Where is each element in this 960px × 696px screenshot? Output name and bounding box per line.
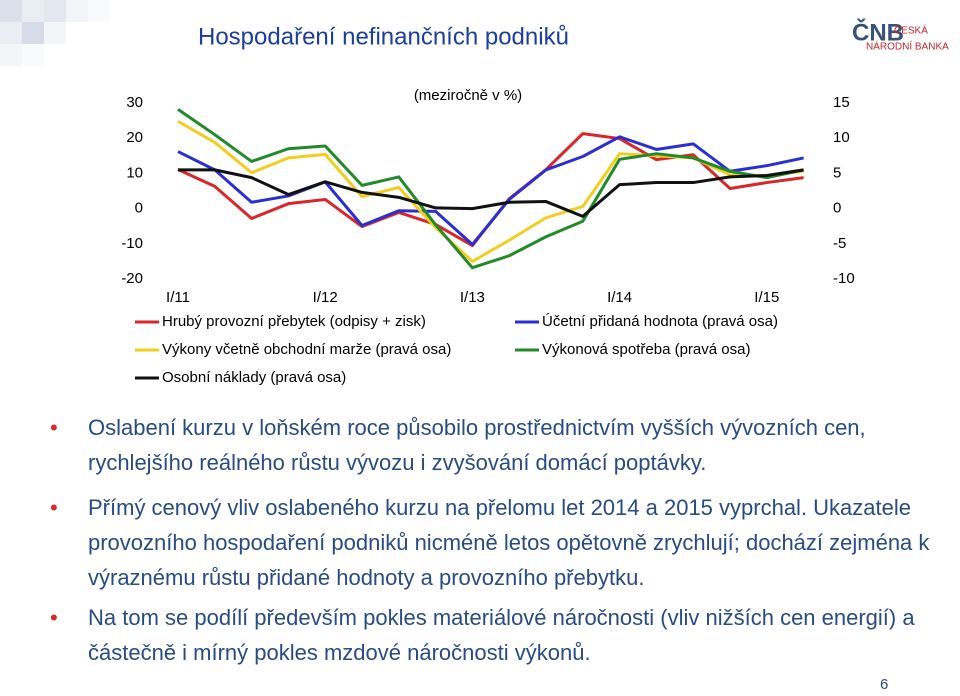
legend-label: Výkonová spotřeba (pravá osa) [542, 341, 750, 358]
bullet: Na tom se podílí především pokles materi… [50, 600, 938, 670]
series-line [177, 132, 804, 248]
slide-title: Hospodaření nefinančních podniků [198, 23, 569, 50]
legend-label: Hrubý provozní přebytek (odpisy + zisk) [162, 313, 426, 330]
chart-subtitle: (meziročně v %) [414, 87, 522, 104]
mosaic [0, 0, 110, 66]
y-tick-label: 10 [126, 164, 143, 181]
y2-tick-label: -5 [833, 235, 846, 252]
legend-label: Osobní náklady (pravá osa) [162, 369, 346, 386]
x-tick-label: I/11 [166, 289, 190, 306]
y-tick-label: 20 [126, 129, 143, 146]
logo-line: ČESKÁ [894, 24, 928, 37]
y-tick-label: -10 [121, 235, 143, 252]
series-line [178, 168, 804, 218]
page-number: 6 [880, 676, 889, 693]
y2-tick-label: -10 [833, 270, 855, 287]
x-tick-label: I/12 [313, 289, 338, 306]
series-line [177, 108, 804, 270]
bullet: Oslabení kurzu v loňském roce působilo p… [50, 410, 938, 480]
y2-tick-label: 5 [833, 164, 841, 181]
y-tick-label: 0 [135, 200, 143, 217]
x-tick-label: I/14 [607, 289, 632, 306]
series-line [177, 120, 804, 263]
legend-label: Účetní přidaná hodnota (pravá osa) [542, 313, 778, 330]
x-tick-label: I/13 [460, 289, 485, 306]
logo-line: NÁRODNÍ BANKA [866, 40, 949, 53]
legend-label: Výkony včetně obchodní marže (pravá osa) [162, 341, 451, 358]
series-line [177, 135, 804, 247]
y-tick-label: 30 [126, 94, 143, 111]
y2-tick-label: 10 [833, 129, 850, 146]
chart: Hospodaření nefinančních podniků ČNB ČES… [0, 0, 949, 386]
y-tick-label: -20 [121, 270, 143, 287]
x-tick-label: I/15 [754, 289, 779, 306]
logo-mark: ČNB [852, 18, 904, 46]
bullet: Přímý cenový vliv oslabeného kurzu na př… [50, 490, 938, 595]
y2-tick-label: 0 [833, 200, 841, 217]
y2-tick-label: 15 [833, 94, 850, 111]
